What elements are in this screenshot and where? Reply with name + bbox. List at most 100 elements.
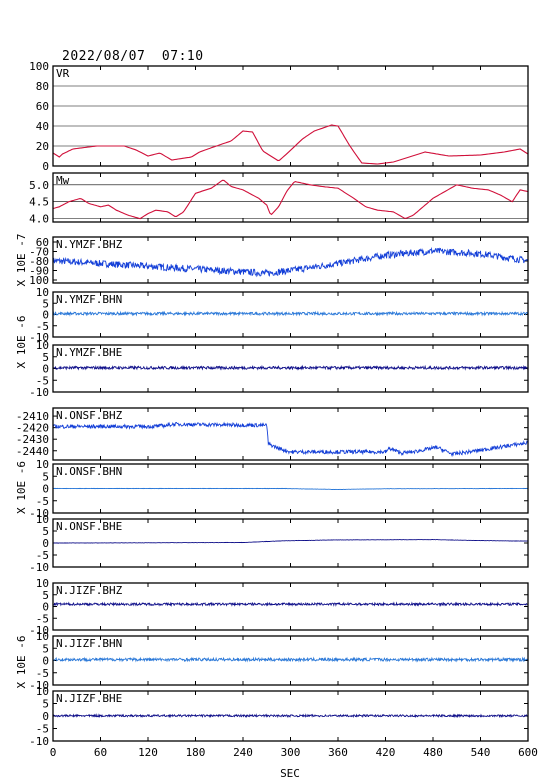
x-tick-label: 420 (376, 746, 396, 759)
y-tick-label: -10 (29, 561, 49, 574)
x-tick-label: 60 (94, 746, 107, 759)
y-tick-label: 0 (42, 601, 49, 614)
series-line-jizf-bhn (52, 656, 529, 663)
series-line-onsf-bhe (53, 539, 529, 544)
y-tick-label: 5 (42, 698, 49, 711)
panel-label: Mw (56, 174, 70, 187)
y-tick-label: 5 (42, 525, 49, 538)
y-tick-label: 100 (29, 60, 49, 73)
y-tick-label: 5.0 (29, 179, 49, 192)
y-tick-label: 100 (29, 274, 49, 287)
panel-onsf-bhz: -2410-2420-2430-2440 N.ONSF.BHZ (16, 407, 529, 461)
y-tick-label: -10 (29, 331, 49, 344)
x-tick-label: 360 (328, 746, 348, 759)
series-line-mw (52, 179, 529, 220)
series-line-jizf-bhz (52, 601, 529, 607)
y-tick-label: -10 (29, 679, 49, 692)
series-line-vr (52, 124, 529, 165)
y-tick-label: -2410 (16, 410, 49, 423)
y-tick-label: -5 (36, 320, 49, 333)
panel-label: N.JIZF.BHZ (56, 584, 123, 597)
x-axis-label: SEC (280, 767, 300, 780)
x-tick-label: 240 (233, 746, 253, 759)
y-tick-label: -5 (36, 374, 49, 387)
y-tick-label: 10 (36, 458, 49, 471)
panel-label: N.ONSF.BHZ (56, 409, 123, 422)
panel-vr: 0 20 40 60 80 100 VR (29, 60, 529, 173)
y-tick-label: 60 (36, 100, 49, 113)
x-tick-label: 120 (138, 746, 158, 759)
panel-label: VR (56, 67, 70, 80)
x-tick-label: 600 (518, 746, 538, 759)
unit-label: X 10E -7 (15, 234, 28, 287)
x-tick-label: 540 (471, 746, 491, 759)
y-tick-label: 10 (36, 630, 49, 643)
y-tick-label: 0 (42, 363, 49, 376)
y-tick-label: -10 (29, 507, 49, 520)
y-tick-label: 4.0 (29, 213, 49, 226)
y-tick-label: -10 (29, 624, 49, 637)
y-tick-label: 10 (36, 685, 49, 698)
series-line-ymzf-bhn (52, 310, 529, 317)
panel-label: N.ONSF.BHE (56, 520, 122, 533)
y-tick-label: 5 (42, 351, 49, 364)
y-tick-label: 60 (36, 236, 49, 249)
y-tick-label: 10 (36, 339, 49, 352)
y-tick-label: 5 (42, 589, 49, 602)
unit-label: X 10E -6 (15, 461, 28, 514)
panel-frame (52, 463, 529, 514)
y-tick-label: -5 (36, 612, 49, 625)
series-line-ymzf-bhe (52, 364, 529, 371)
y-tick-label: -2440 (16, 445, 49, 458)
y-tick-label: 0 (42, 710, 49, 723)
plot-datetime: 2022/08/07 07:10 (62, 49, 204, 64)
unit-label: X 10E -6 (15, 316, 28, 369)
y-tick-label: -2420 (16, 422, 49, 435)
series-line-jizf-bhe (52, 713, 529, 719)
y-tick-label: -10 (29, 735, 49, 748)
y-tick-label: 0 (42, 537, 49, 550)
y-tick-label: 0 (42, 483, 49, 496)
x-tick-label: 0 (50, 746, 57, 759)
panel-frame (52, 344, 529, 393)
y-tick-label: 40 (36, 120, 49, 133)
unit-label: X 10E -6 (15, 636, 28, 689)
panel-frame (52, 690, 529, 742)
y-tick-label: 0 (42, 309, 49, 322)
series-line-onsf-bhn (53, 487, 529, 491)
panel-label: N.JIZF.BHN (56, 637, 122, 650)
y-tick-label: 4.5 (29, 196, 49, 209)
y-tick-label: 0 (42, 655, 49, 668)
panel-mw: 4.0 4.5 5.0 Mw (29, 172, 529, 226)
y-tick-label: 5 (42, 470, 49, 483)
panel-frame (52, 65, 529, 167)
panel-label: N.YMZF.BHZ (56, 238, 123, 251)
y-tick-label: 10 (36, 577, 49, 590)
panel-frame (52, 635, 529, 686)
x-tick-label: 480 (423, 746, 443, 759)
panel-label: N.YMZF.BHE (56, 346, 122, 359)
panel-frame (52, 236, 529, 284)
x-tick-label: 300 (281, 746, 301, 759)
panel-frame (52, 291, 529, 338)
y-tick-label: 80 (36, 80, 49, 93)
y-tick-label: -2430 (16, 433, 49, 446)
y-tick-label: 10 (36, 513, 49, 526)
y-tick-label: 20 (36, 140, 49, 153)
y-tick-label: 10 (36, 286, 49, 299)
panel-frame (52, 407, 529, 461)
panel-frame (52, 172, 529, 223)
series-line-onsf-bhz (52, 421, 529, 458)
x-tick-label: 180 (186, 746, 206, 759)
y-tick-label: 5 (42, 642, 49, 655)
y-tick-label: -70 (29, 246, 49, 259)
series-line-ymzf-bhz (52, 246, 529, 278)
y-tick-label: -5 (36, 723, 49, 736)
